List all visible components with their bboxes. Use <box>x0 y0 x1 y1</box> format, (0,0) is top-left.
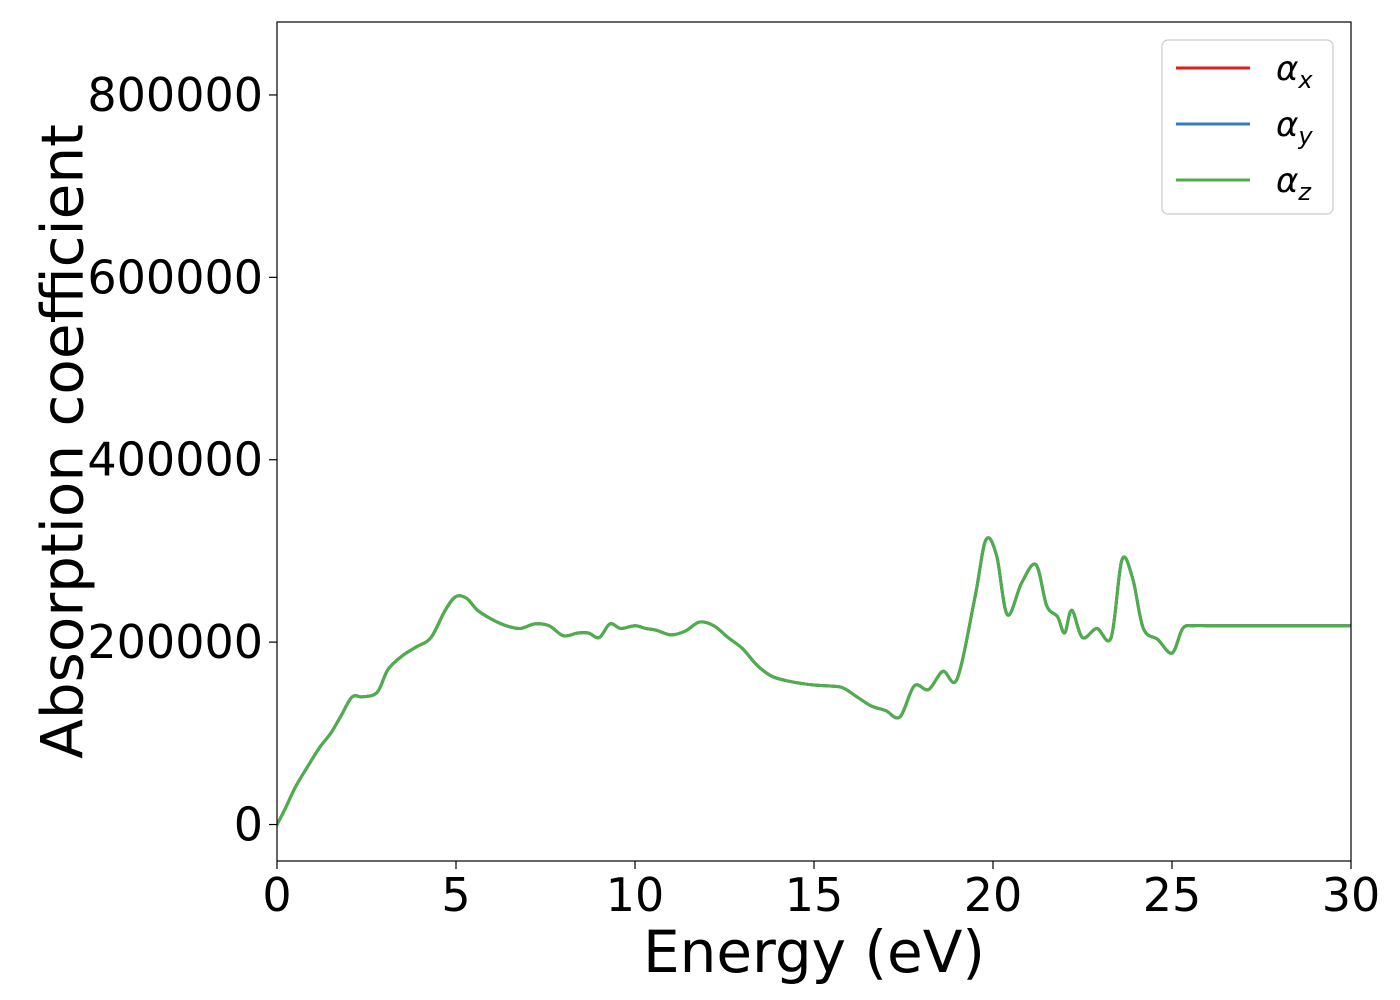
legend-box <box>1161 39 1334 215</box>
series-layer <box>277 536 1351 827</box>
x-tick-label: 20 <box>964 868 1023 922</box>
series-line-z <box>277 536 1351 827</box>
legend-label-z: αz <box>1276 161 1312 206</box>
x-axis-title: Energy (eV) <box>643 918 985 986</box>
x-tick-label: 15 <box>785 868 844 922</box>
x-tick-label: 0 <box>262 868 291 922</box>
x-tick-label: 5 <box>441 868 470 922</box>
y-tick-label: 200000 <box>87 615 263 669</box>
y-tick-label: 0 <box>234 798 263 852</box>
y-axis-title: Absorption coefficient <box>28 124 96 759</box>
x-tick-label: 25 <box>1143 868 1202 922</box>
x-tick-label: 10 <box>606 868 665 922</box>
y-tick-label: 800000 <box>87 68 263 122</box>
y-axis: 0 200000 400000 600000 800000 <box>87 68 277 852</box>
legend-label-y: αy <box>1276 105 1313 150</box>
legend-label-x: αx <box>1276 49 1313 94</box>
y-tick-label: 400000 <box>87 433 263 487</box>
legend: αx αy αz <box>1161 39 1334 215</box>
x-tick-label: 30 <box>1322 868 1381 922</box>
x-axis: 0 5 10 15 20 25 30 <box>262 861 1380 922</box>
y-tick-label: 600000 <box>87 250 263 304</box>
